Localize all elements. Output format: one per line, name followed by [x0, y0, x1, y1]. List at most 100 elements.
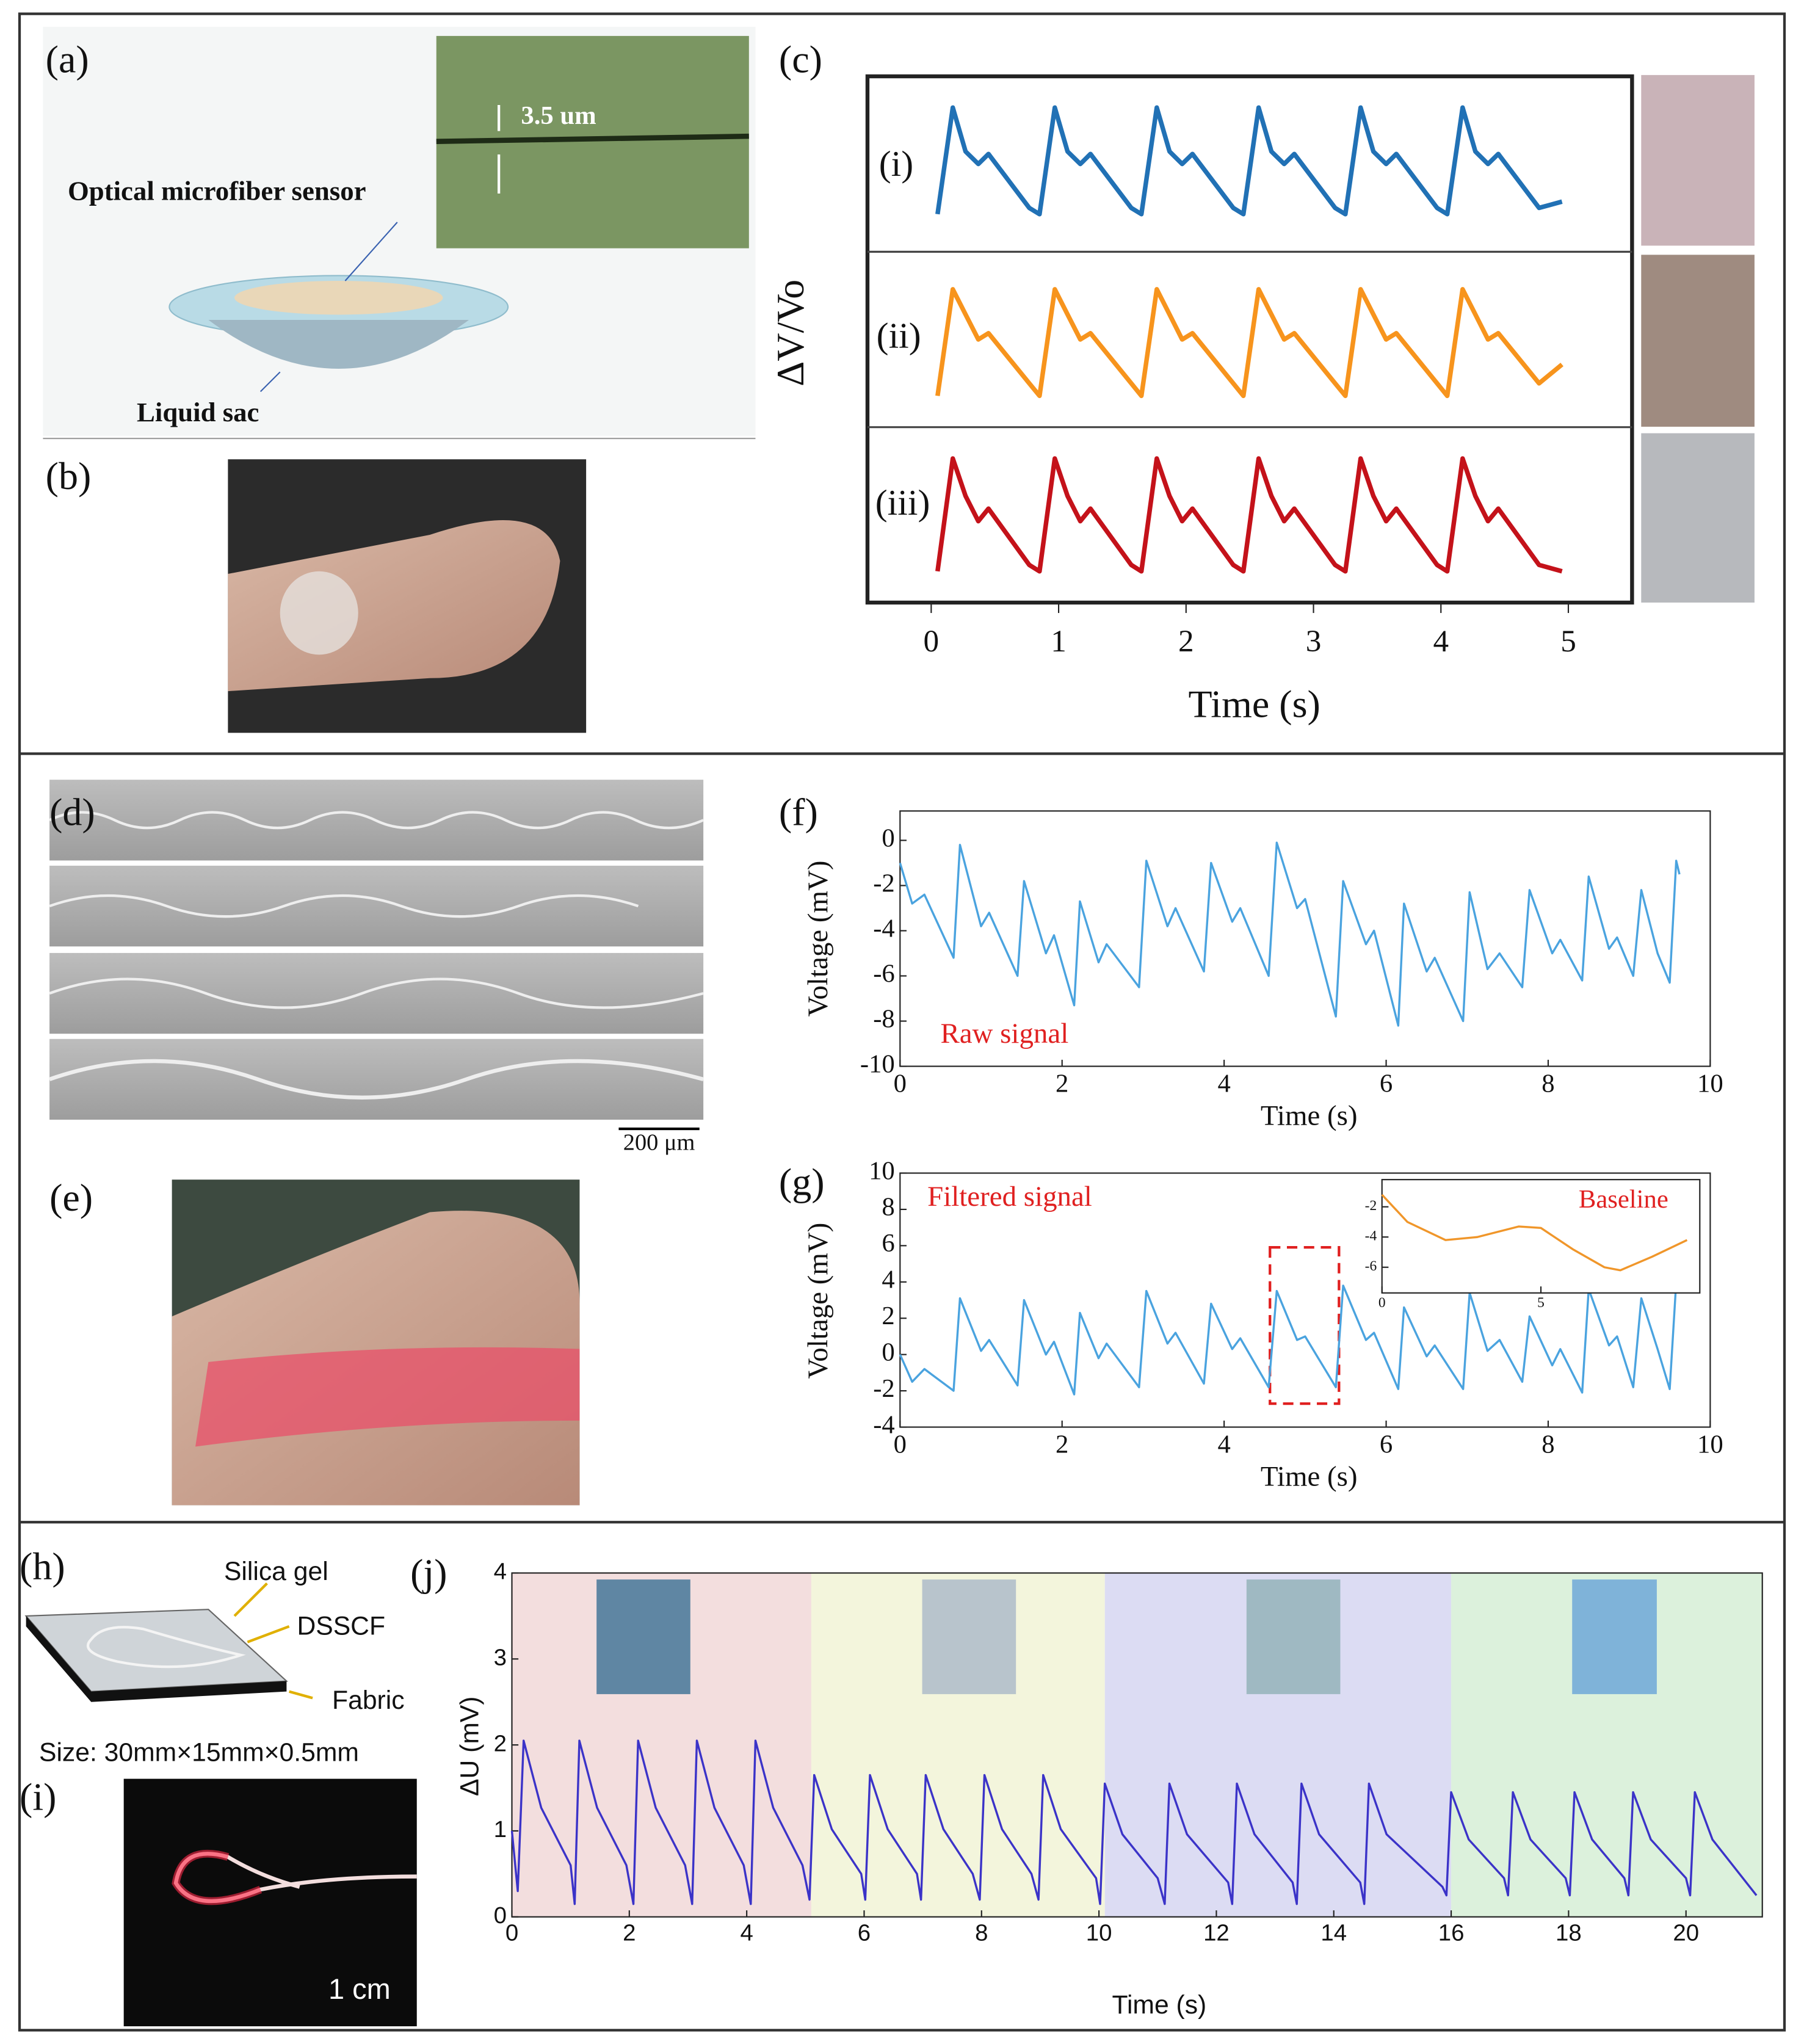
y-tick-label: -4 [873, 1410, 895, 1439]
x-tick-label: 2 [1056, 1069, 1068, 1098]
y-tick-label: -2 [873, 869, 895, 897]
y-tick-label: 2 [882, 1302, 894, 1330]
micrograph [49, 865, 704, 947]
x-axis-title: Time (s) [1261, 1461, 1358, 1493]
figure-border [18, 12, 1786, 2032]
annotation: Raw signal [940, 1018, 1068, 1049]
y-tick-label: 0 [882, 824, 894, 852]
x-tick-label: 6 [1380, 1430, 1393, 1459]
y-tick-label: 4 [882, 1266, 894, 1294]
x-tick-label: 0 [505, 1920, 518, 1946]
x-tick-label: 10 [1697, 1430, 1723, 1459]
panel-label: (h) [20, 1545, 65, 1588]
x-tick-label: 10 [1086, 1920, 1112, 1946]
y-tick-label: -8 [873, 1004, 895, 1033]
annotation: Filtered signal [927, 1181, 1092, 1212]
x-tick-label: 18 [1556, 1920, 1582, 1946]
y-axis-title: ΔU (mV) [455, 1696, 485, 1796]
plot-frame [1381, 1179, 1701, 1294]
layer-label: DSSCF [297, 1611, 385, 1640]
pointer [247, 1625, 290, 1644]
x-tick-label: 5 [1560, 624, 1576, 659]
x-tick-label: 3 [1306, 624, 1322, 659]
data-line [1381, 1194, 1688, 1272]
photo [1641, 433, 1755, 603]
photo [922, 1579, 1016, 1694]
y-tick-label: 1 [494, 1816, 507, 1843]
annotation: Baseline [1579, 1185, 1668, 1214]
series-label: (ii) [877, 316, 921, 356]
y-tick-label: -10 [860, 1049, 895, 1078]
series-label: (iii) [875, 482, 930, 523]
data-line [899, 1281, 1681, 1396]
x-tick-label: 8 [1541, 1069, 1554, 1098]
y-axis-title: Voltage (mV) [802, 1223, 834, 1379]
x-tick-label: 10 [1697, 1069, 1723, 1098]
pointer [289, 1690, 313, 1700]
panel-label: (a) [46, 37, 89, 81]
x-tick-label: 4 [1217, 1069, 1230, 1098]
laser-glow [172, 1849, 263, 1905]
photo [1641, 74, 1755, 246]
data-line [510, 1739, 1758, 1905]
x-tick-label: 8 [1541, 1430, 1554, 1459]
x-tick-label: 4 [740, 1920, 753, 1946]
x-tick-label: 2 [1178, 624, 1194, 659]
x-tick-label: 2 [1056, 1430, 1068, 1459]
size-label: Size: 30mm×15mm×0.5mm [39, 1738, 359, 1767]
layer-label: Fabric [332, 1686, 405, 1715]
x-tick-label: 6 [1380, 1069, 1393, 1098]
micrograph [49, 952, 704, 1034]
y-tick-label: 6 [882, 1229, 894, 1258]
data-line [935, 287, 1563, 399]
panel-label: (d) [49, 791, 95, 834]
panel-label: (i) [20, 1775, 56, 1819]
plot-frame [899, 1172, 1711, 1428]
y-tick-label: 10 [869, 1156, 895, 1185]
sensor-label: Optical microfiber sensor [68, 175, 366, 206]
photo [1246, 1579, 1341, 1694]
y-tick-label: -4 [873, 914, 895, 943]
y-tick-label: -6 [873, 959, 895, 988]
x-tick-label: 12 [1203, 1920, 1230, 1946]
y-tick-label: -2 [873, 1374, 895, 1403]
liquid-sac [208, 320, 469, 369]
x-tick-label: 0 [894, 1069, 907, 1098]
x-tick-label: 5 [1537, 1295, 1545, 1311]
sensor-area [234, 280, 443, 315]
scale-label: 1 cm [328, 1973, 391, 2005]
micrograph [49, 1038, 704, 1120]
highlight-box [1269, 1245, 1341, 1405]
pointer [233, 1582, 268, 1617]
panel-label: (b) [46, 454, 92, 498]
x-tick-label: 8 [975, 1920, 988, 1946]
x-tick-label: 20 [1673, 1920, 1699, 1946]
x-axis-title: Time (s) [1188, 682, 1320, 725]
charts: 0 1 2 3 4 5(i)(ii)(iii)Time (s)ΔV/Vo0 2 4 6 8 10-1… [455, 74, 1763, 2020]
microfiber [49, 1059, 704, 1100]
y-tick-label: -6 [1365, 1258, 1377, 1274]
y-tick-label: 0 [494, 1902, 507, 1929]
photo [1572, 1579, 1657, 1694]
x-axis-title: Time (s) [1261, 1100, 1358, 1132]
scale-bar-label: 200 μm [623, 1129, 695, 1155]
x-tick-label: 0 [1378, 1295, 1386, 1311]
data-line [899, 841, 1681, 1027]
microfiber [49, 894, 639, 918]
y-tick-label: -2 [1365, 1198, 1377, 1214]
series-label: (i) [879, 143, 913, 184]
sac-label: Liquid sac [137, 397, 259, 427]
photo [123, 1778, 417, 2026]
sensor-patch [280, 571, 358, 655]
x-tick-label: 2 [623, 1920, 636, 1946]
pointer [344, 222, 398, 281]
panel-label: (c) [779, 37, 822, 81]
y-axis-title: Voltage (mV) [802, 861, 834, 1017]
microfiber [436, 133, 749, 144]
micrographs [49, 780, 704, 1120]
x-tick-label: 4 [1433, 624, 1449, 659]
x-tick-label: 6 [858, 1920, 871, 1946]
laser-band [195, 1347, 580, 1447]
y-tick-label: 4 [494, 1559, 507, 1585]
